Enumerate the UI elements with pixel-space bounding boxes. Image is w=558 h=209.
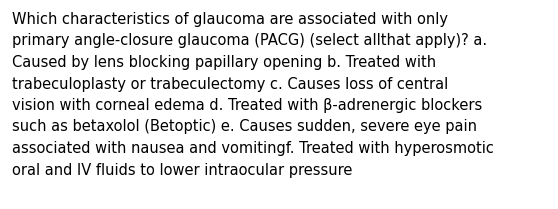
Text: Caused by lens blocking papillary opening b. Treated with: Caused by lens blocking papillary openin… — [12, 55, 436, 70]
Text: Which characteristics of glaucoma are associated with only: Which characteristics of glaucoma are as… — [12, 12, 448, 27]
Text: primary angle-closure glaucoma (PACG) (select allthat apply)? a.: primary angle-closure glaucoma (PACG) (s… — [12, 33, 487, 48]
Text: vision with corneal edema d. Treated with β-adrenergic blockers: vision with corneal edema d. Treated wit… — [12, 98, 482, 113]
Text: trabeculoplasty or trabeculectomy c. Causes loss of central: trabeculoplasty or trabeculectomy c. Cau… — [12, 76, 448, 92]
Text: associated with nausea and vomitingf. Treated with hyperosmotic: associated with nausea and vomitingf. Tr… — [12, 141, 494, 156]
Text: such as betaxolol (Betoptic) e. Causes sudden, severe eye pain: such as betaxolol (Betoptic) e. Causes s… — [12, 120, 477, 135]
Text: oral and IV fluids to lower intraocular pressure: oral and IV fluids to lower intraocular … — [12, 163, 352, 177]
